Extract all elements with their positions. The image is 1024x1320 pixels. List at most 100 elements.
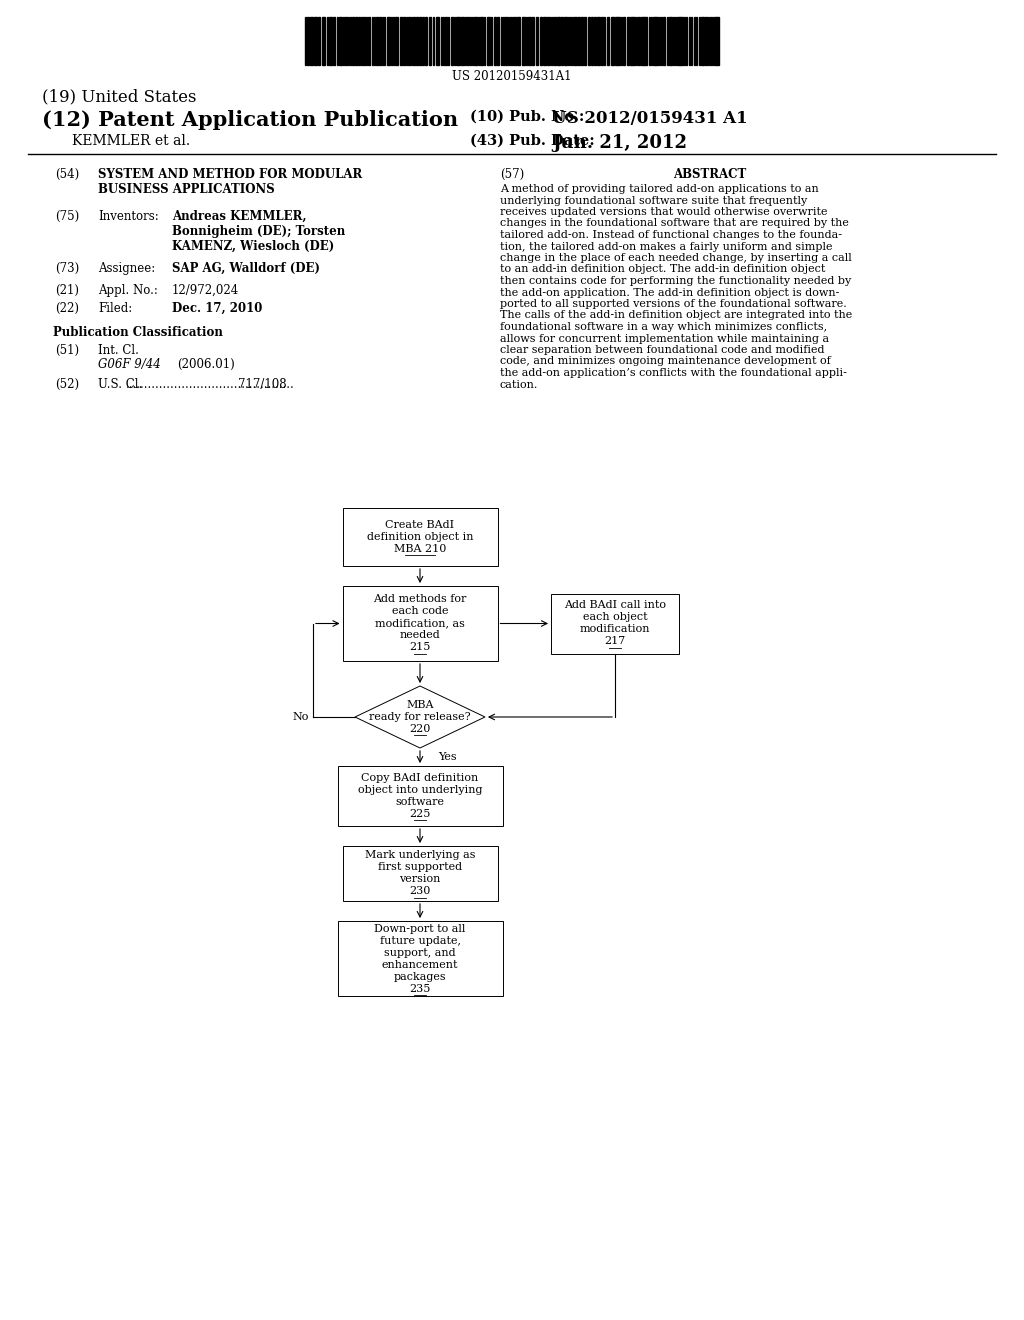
Bar — [638, 17, 640, 65]
Text: (12) Patent Application Publication: (12) Patent Application Publication — [42, 110, 458, 129]
Text: change in the place of each needed change, by inserting a call: change in the place of each needed chang… — [500, 253, 852, 263]
Bar — [408, 17, 410, 65]
Bar — [655, 17, 658, 65]
Bar — [501, 17, 502, 65]
Text: packages: packages — [393, 972, 446, 982]
Text: clear separation between foundational code and modified: clear separation between foundational co… — [500, 345, 824, 355]
Bar — [653, 17, 654, 65]
Bar — [675, 17, 677, 65]
Text: (43) Pub. Date:: (43) Pub. Date: — [470, 135, 595, 148]
Bar — [658, 17, 660, 65]
Bar — [561, 17, 563, 65]
Bar — [627, 17, 629, 65]
Bar — [314, 17, 315, 65]
Bar — [497, 17, 499, 65]
Bar — [641, 17, 644, 65]
Bar — [386, 17, 389, 65]
Bar — [601, 17, 603, 65]
Text: allows for concurrent implementation while maintaining a: allows for concurrent implementation whi… — [500, 334, 829, 343]
Bar — [451, 17, 453, 65]
Text: changes in the foundational software that are required by the: changes in the foundational software tha… — [500, 219, 849, 228]
FancyBboxPatch shape — [342, 586, 498, 661]
Bar — [416, 17, 418, 65]
Text: Mark underlying as: Mark underlying as — [365, 850, 475, 861]
Bar — [379, 17, 381, 65]
Text: (75): (75) — [55, 210, 79, 223]
Text: ported to all supported versions of the foundational software.: ported to all supported versions of the … — [500, 300, 847, 309]
Bar — [422, 17, 424, 65]
Text: tailored add-on. Instead of functional changes to the founda-: tailored add-on. Instead of functional c… — [500, 230, 842, 240]
Text: (19) United States: (19) United States — [42, 88, 197, 106]
Text: ABSTRACT: ABSTRACT — [674, 168, 746, 181]
Text: Create BAdI: Create BAdI — [385, 520, 455, 531]
Bar — [554, 17, 556, 65]
Bar — [594, 17, 596, 65]
Bar — [701, 17, 705, 65]
Bar — [621, 17, 623, 65]
Bar — [474, 17, 477, 65]
Text: Andreas KEMMLER,
Bonnigheim (DE); Torsten
KAMENZ, Wiesloch (DE): Andreas KEMMLER, Bonnigheim (DE); Torste… — [172, 210, 345, 253]
Bar — [490, 17, 493, 65]
Bar — [329, 17, 332, 65]
Text: Assignee:: Assignee: — [98, 261, 156, 275]
Bar — [633, 17, 635, 65]
Text: (73): (73) — [55, 261, 79, 275]
Text: 230: 230 — [410, 887, 431, 896]
Bar — [578, 17, 580, 65]
Bar — [681, 17, 683, 65]
Text: modification, as: modification, as — [375, 619, 465, 628]
Bar — [615, 17, 616, 65]
Text: (54): (54) — [55, 168, 79, 181]
Bar — [345, 17, 347, 65]
Text: US 2012/0159431 A1: US 2012/0159431 A1 — [552, 110, 748, 127]
Text: Copy BAdI definition: Copy BAdI definition — [361, 774, 478, 783]
Bar — [437, 17, 439, 65]
Bar — [461, 17, 464, 65]
Bar — [514, 17, 516, 65]
Text: Add methods for: Add methods for — [374, 594, 467, 605]
Bar — [550, 17, 551, 65]
FancyBboxPatch shape — [551, 594, 679, 653]
Bar — [487, 17, 490, 65]
Text: underlying foundational software suite that frequently: underlying foundational software suite t… — [500, 195, 807, 206]
Bar — [369, 17, 370, 65]
FancyBboxPatch shape — [338, 766, 503, 826]
Bar — [718, 17, 719, 65]
Bar — [376, 17, 378, 65]
Bar — [544, 17, 546, 65]
Bar — [667, 17, 668, 65]
Text: then contains code for performing the functionality needed by: then contains code for performing the fu… — [500, 276, 851, 286]
Text: MBA: MBA — [407, 700, 434, 710]
Bar — [557, 17, 559, 65]
Bar — [355, 17, 357, 65]
Text: modification: modification — [580, 624, 650, 635]
Text: Filed:: Filed: — [98, 302, 132, 315]
Text: receives updated versions that would otherwise overwrite: receives updated versions that would oth… — [500, 207, 827, 216]
Text: foundational software in a way which minimizes conflicts,: foundational software in a way which min… — [500, 322, 827, 333]
Text: version: version — [399, 874, 440, 884]
Bar — [669, 17, 672, 65]
Bar — [582, 17, 584, 65]
Bar — [444, 17, 447, 65]
Bar — [677, 17, 680, 65]
Bar — [358, 17, 359, 65]
Text: code, and minimizes ongoing maintenance development of: code, and minimizes ongoing maintenance … — [500, 356, 830, 367]
Bar — [505, 17, 507, 65]
Text: The calls of the add-in definition object are integrated into the: The calls of the add-in definition objec… — [500, 310, 852, 321]
Bar — [362, 17, 365, 65]
Text: each object: each object — [583, 612, 647, 623]
Text: A method of providing tailored add-on applications to an: A method of providing tailored add-on ap… — [500, 183, 819, 194]
Text: software: software — [395, 797, 444, 807]
Bar — [352, 17, 353, 65]
FancyBboxPatch shape — [338, 921, 503, 997]
Text: Inventors:: Inventors: — [98, 210, 159, 223]
Bar — [630, 17, 632, 65]
Bar — [402, 17, 406, 65]
Bar — [456, 17, 458, 65]
Text: Appl. No.:: Appl. No.: — [98, 284, 158, 297]
Bar — [588, 17, 590, 65]
Bar — [607, 17, 609, 65]
Text: Publication Classification: Publication Classification — [53, 326, 223, 339]
Bar — [480, 17, 483, 65]
Text: SYSTEM AND METHOD FOR MODULAR
BUSINESS APPLICATIONS: SYSTEM AND METHOD FOR MODULAR BUSINESS A… — [98, 168, 362, 195]
